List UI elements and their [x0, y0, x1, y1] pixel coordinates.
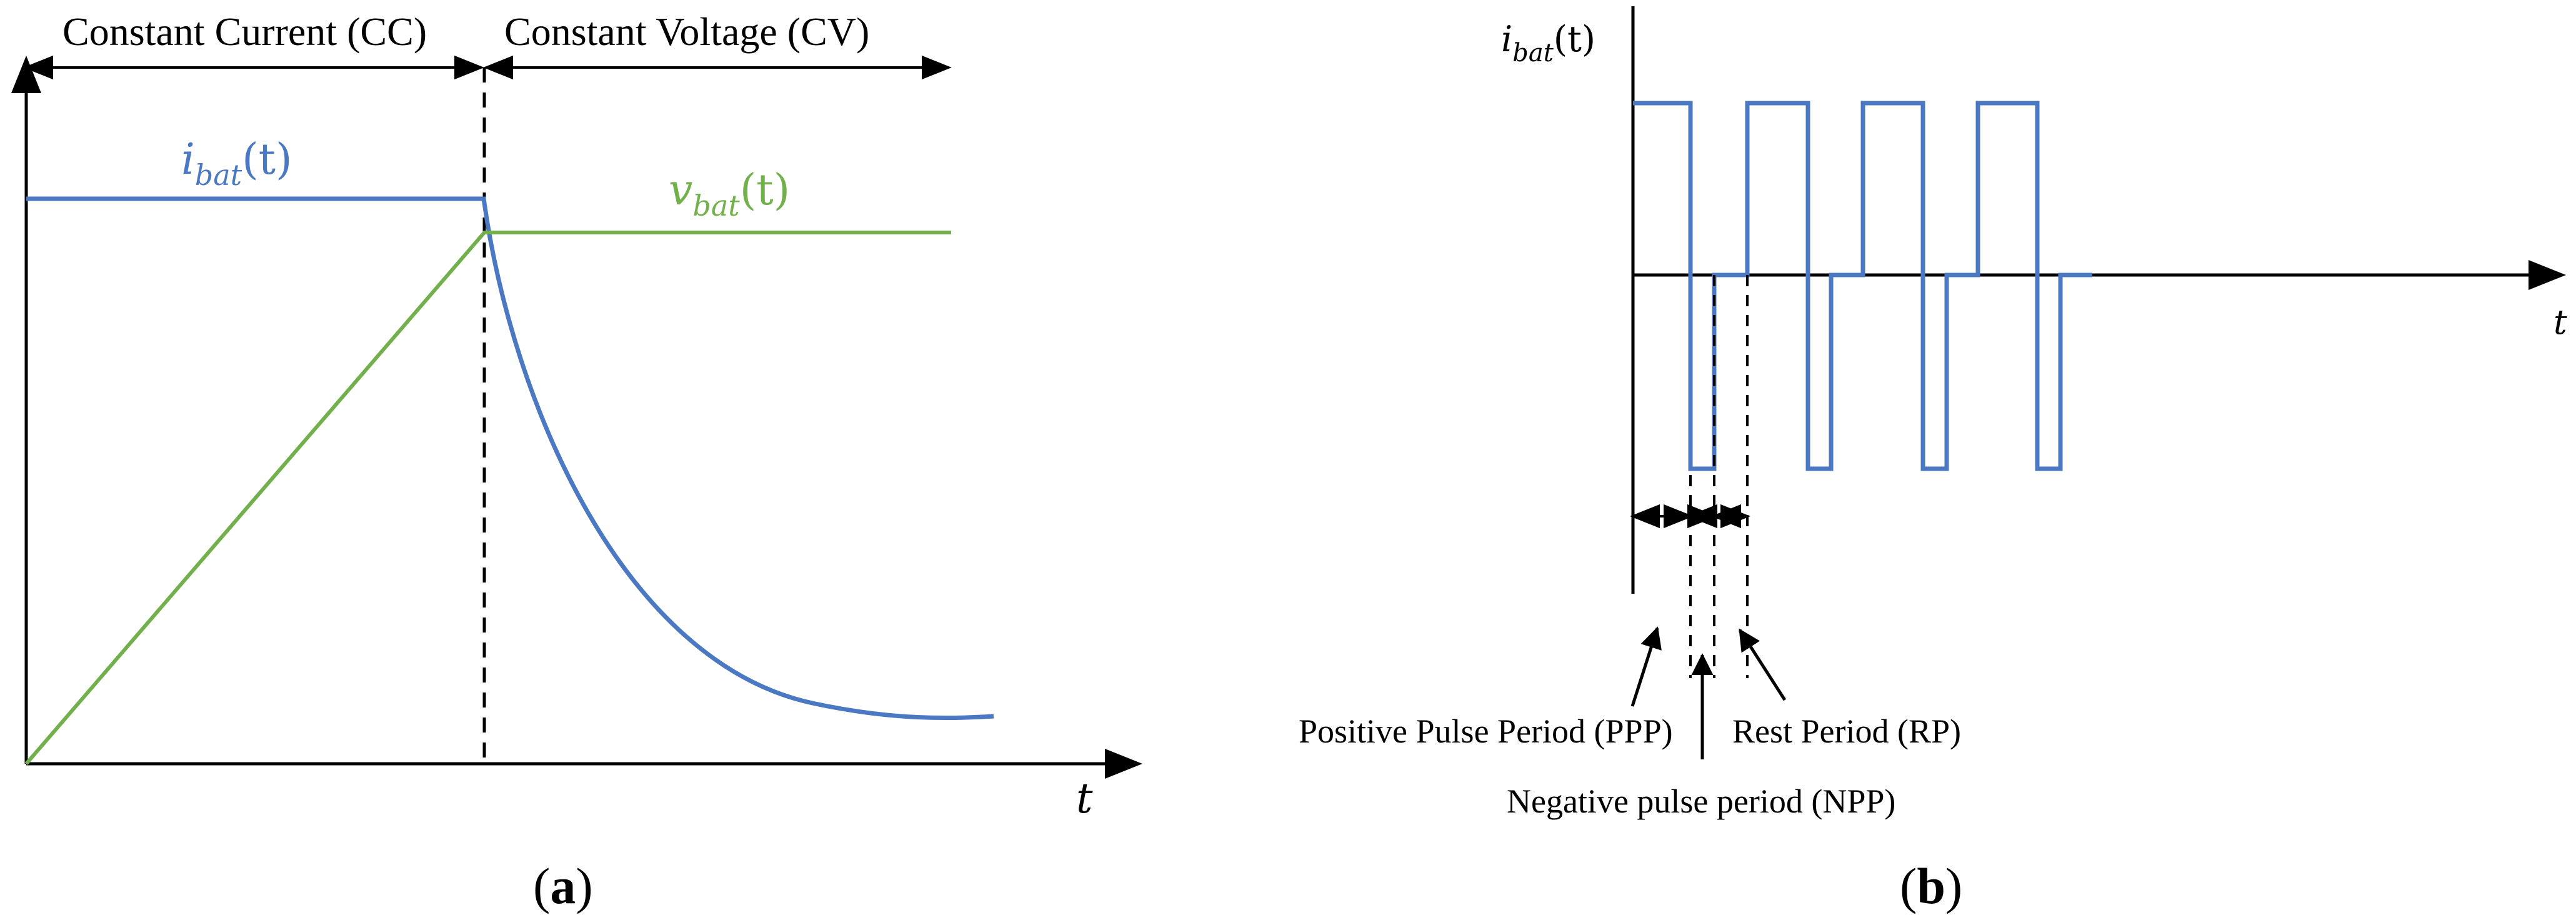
panel-a-voltage-subscript: bat: [692, 189, 740, 222]
panel-b-current-argument: (t): [1554, 19, 1595, 60]
panel-a-current-waveform: [26, 196, 994, 721]
positive-pulse-period-label: Positive Pulse Period (PPP): [1299, 712, 1673, 750]
panel-b-caption-letter: b: [1917, 858, 1945, 914]
panel-a-time-label: t: [1076, 774, 1093, 822]
negative-pulse-period-label: Negative pulse period (NPP): [1507, 782, 1895, 820]
panel-a-voltage-waveform: [24, 231, 951, 765]
cv-region-label: Constant Voltage (CV): [504, 9, 869, 54]
panel-a-caption-close: ): [576, 858, 592, 914]
panel-a-voltage-label: vbat(t): [669, 166, 790, 222]
rest-period-label: Rest Period (RP): [1732, 712, 1961, 750]
rp-pointer-arrow: [1738, 628, 1787, 701]
panel-b-current-symbol: i: [1501, 19, 1512, 60]
panel-b-caption-open: (: [1900, 858, 1917, 914]
panel-a-current-label: ibat(t): [181, 135, 292, 192]
panel-a-current-subscript: bat: [195, 158, 242, 192]
panel-b-time-label: t: [2554, 302, 2567, 342]
panel-a-caption-letter: a: [550, 858, 576, 914]
panel-a-current-argument: (t): [242, 135, 292, 184]
panel-a-caption-open: (: [533, 858, 550, 914]
panel-b-pulse-charging: ibat(t) t Positive Pulse Period (PPP) Re…: [1299, 6, 2567, 914]
panel-a-current-symbol: i: [181, 135, 195, 184]
panel-a-voltage-symbol: v: [669, 166, 692, 215]
ppp-pointer-arrow: [1630, 626, 1662, 707]
panel-b-current-label: ibat(t): [1501, 19, 1595, 68]
panel-b-caption: (b): [1900, 858, 1962, 914]
panel-a-caption: (a): [533, 858, 593, 914]
cc-region-label: Constant Current (CC): [62, 9, 427, 54]
panel-a-cc-cv-charging: Constant Current (CC) Constant Voltage (…: [11, 9, 1142, 914]
panel-b-current-subscript: bat: [1512, 39, 1554, 68]
panel-b-caption-close: ): [1945, 858, 1962, 914]
panel-a-voltage-argument: (t): [740, 166, 790, 215]
panel-b-pulse-waveform: [1633, 101, 2092, 471]
